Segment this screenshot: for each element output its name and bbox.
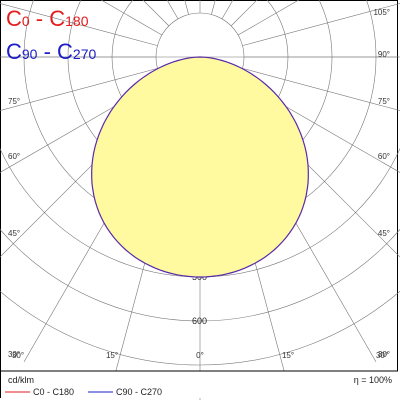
angle-right-60: 60°	[378, 152, 390, 161]
angle-right-105: 105°	[373, 8, 390, 17]
legend-label-c0: C0 - C180	[33, 387, 74, 397]
angle-right-30: 30°	[378, 350, 390, 359]
title-c270-idx: 270	[73, 46, 97, 62]
title-c90-idx: 90	[22, 46, 38, 62]
angle-bottom-3: 15°	[282, 351, 294, 360]
grid-radial	[211, 0, 216, 15]
grid-radial	[242, 3, 400, 46]
title-c180-big: C	[49, 6, 65, 31]
grid-radial	[237, 0, 300, 36]
title-c0-big: C	[6, 6, 22, 31]
angle-bottom-2: 0°	[196, 351, 204, 360]
angle-bottom-0: 30°	[12, 351, 24, 360]
grid-radial	[0, 3, 158, 46]
intensity-curve	[91, 56, 309, 278]
radial-tick-600: 600	[192, 316, 207, 326]
title-c180-idx: 180	[65, 13, 89, 29]
grid-radial	[100, 0, 163, 36]
angle-left-45: 45°	[8, 229, 20, 238]
title-c0-idx: 0	[22, 13, 30, 29]
angle-right-75: 75°	[378, 97, 390, 106]
angle-left-60: 60°	[8, 152, 20, 161]
title-c90-big: C	[6, 39, 22, 64]
title-c0-c180: C0 - C180	[6, 6, 89, 31]
angle-left-30: 30°	[8, 350, 20, 359]
unit-label: cd/klm	[8, 375, 34, 385]
grid-radial	[242, 68, 400, 111]
footer-bg	[1, 371, 398, 398]
angle-right-45: 45°	[378, 229, 390, 238]
intensity-outline-c0	[91, 56, 309, 278]
legend-label-c90: C90 - C270	[116, 387, 162, 397]
angle-bottom-4: 30°	[376, 351, 388, 360]
intensity-fill	[91, 57, 309, 277]
title-c270-big: C	[57, 39, 73, 64]
title-c90-dash: -	[37, 39, 57, 64]
title-c90-c270: C90 - C270	[6, 39, 96, 64]
angle-right-90: 90°	[378, 50, 390, 59]
efficiency-label: η = 100%	[354, 375, 392, 385]
grid-radial	[184, 0, 189, 15]
title-c0-dash: -	[30, 6, 50, 31]
angle-bottom-1: 15°	[106, 351, 118, 360]
angle-left-75: 75°	[8, 97, 20, 106]
grid-radial	[0, 68, 158, 111]
